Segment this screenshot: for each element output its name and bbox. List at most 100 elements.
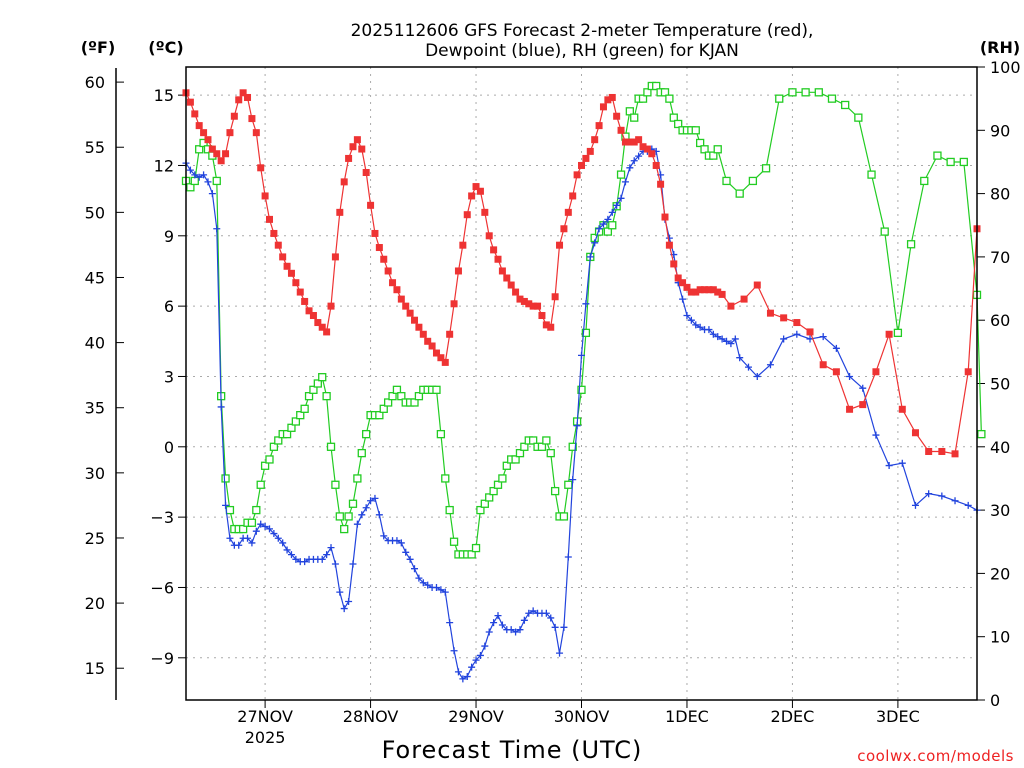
dewpoint-point: [481, 642, 489, 650]
temperature-point: [617, 126, 625, 134]
temperature-point: [683, 283, 691, 291]
temperature-point: [353, 136, 361, 144]
temperature-point: [657, 180, 665, 188]
fahrenheit-tick-label: 55: [85, 138, 105, 157]
temperature-point: [261, 192, 269, 200]
dewpoint-point: [542, 609, 550, 617]
rh-tick-label: 90: [990, 121, 1010, 140]
temperature-point: [586, 147, 594, 155]
rh-point: [357, 448, 366, 458]
celsius-axis: −9 −6 −3 0 3 6 9 12 15: [150, 86, 186, 668]
dewpoint-point: [424, 581, 432, 589]
temperature-point: [687, 288, 695, 296]
temperature-point: [437, 354, 445, 362]
temperature-point: [714, 288, 722, 296]
temperature-point: [573, 171, 581, 179]
rh-point: [383, 398, 393, 407]
plot-frame: [185, 66, 978, 701]
dewpoint-point: [336, 588, 344, 596]
temperature-point: [560, 225, 568, 233]
dewpoint-point: [411, 565, 419, 573]
rh-point: [581, 328, 591, 338]
dewpoint-point: [731, 335, 739, 343]
celsius-tick-label: 3: [164, 367, 174, 386]
temperature-point: [244, 93, 252, 101]
rh-point: [335, 512, 344, 521]
temperature-point: [459, 241, 467, 249]
temperature-point: [265, 215, 273, 223]
dewpoint-point: [613, 201, 621, 209]
dewpoint-point: [375, 511, 383, 519]
dewpoint-point: [283, 546, 291, 554]
rh-tick-label: 10: [990, 628, 1010, 647]
rh-point: [304, 392, 314, 401]
dewpoint-point: [507, 626, 515, 634]
temperature-point: [525, 300, 533, 308]
temperature-point: [323, 328, 331, 336]
rh-point: [449, 537, 459, 546]
rh-point: [221, 474, 230, 483]
dewpoint-point: [551, 623, 559, 631]
rh-point: [269, 442, 279, 451]
rh-point: [630, 113, 639, 122]
rh-point: [608, 221, 617, 230]
dewpoint-point: [547, 614, 555, 622]
temperature-point: [780, 314, 788, 322]
temperature-point: [806, 328, 814, 336]
fahrenheit-tick-label: 40: [85, 334, 105, 353]
temperature-point: [419, 330, 427, 338]
rh-unit-label: (RH): [980, 38, 1020, 57]
temperature-point: [367, 201, 375, 209]
dewpoint-point: [191, 171, 199, 179]
temperature-point: [217, 157, 225, 165]
dewpoint-point: [393, 537, 401, 545]
series-2-meter-temperature: [182, 89, 981, 458]
temperature-point: [472, 183, 480, 191]
rh-point: [638, 94, 648, 103]
rh-point: [480, 499, 489, 508]
temperature-point: [709, 286, 717, 294]
dewpoint-point: [485, 628, 493, 636]
time-tick-label: 28NOV: [343, 707, 399, 726]
rh-point: [568, 442, 577, 451]
temperature-point: [424, 337, 432, 345]
rh-point: [854, 113, 863, 122]
temperature-point: [248, 115, 256, 123]
rh-point: [722, 176, 731, 186]
dewpoint-point: [964, 501, 972, 509]
temperature-point: [191, 110, 199, 118]
dewpoint-point: [604, 215, 612, 223]
dewpoint-point: [687, 316, 695, 324]
rh-point: [841, 100, 850, 110]
fahrenheit-tick-label: 20: [85, 594, 105, 613]
dewpoint-point: [301, 558, 309, 566]
dewpoint-point: [287, 551, 295, 559]
temperature-point: [696, 286, 704, 294]
dewpoint-point: [635, 152, 643, 160]
temperature-point: [476, 187, 484, 195]
rh-point: [550, 486, 560, 496]
dewpoint-point: [327, 544, 335, 552]
rh-point: [788, 88, 797, 97]
temperature-point: [200, 129, 208, 137]
dewpoint-point: [846, 372, 854, 380]
rh-point: [511, 455, 520, 464]
temperature-point: [428, 342, 436, 350]
temperature-point: [450, 300, 458, 308]
temperature-point: [898, 405, 906, 413]
rh-point: [625, 107, 634, 116]
rh-point: [260, 461, 270, 470]
temperature-point: [529, 302, 537, 310]
dewpoint-point: [415, 574, 423, 582]
temperature-point: [327, 302, 335, 310]
temperature-point: [270, 229, 278, 237]
dewpoint-point: [630, 157, 638, 165]
celsius-tick-label: 9: [164, 227, 174, 246]
rh-point: [291, 417, 301, 426]
celsius-tick-label: 12: [154, 156, 174, 175]
temperature-point: [498, 267, 506, 275]
temperature-point: [397, 295, 405, 303]
temperature-point: [239, 89, 247, 97]
temperature-point: [740, 295, 748, 303]
